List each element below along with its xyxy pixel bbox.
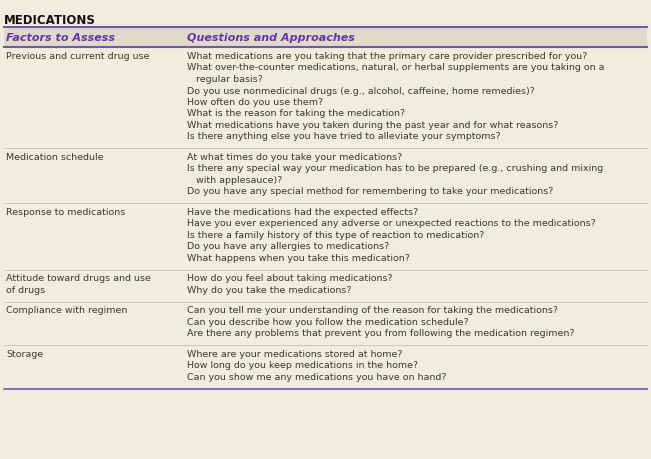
Text: Are there any problems that prevent you from following the medication regimen?: Are there any problems that prevent you … (187, 329, 574, 338)
Text: Do you have any special method for remembering to take your medications?: Do you have any special method for remem… (187, 187, 553, 196)
Text: Medication schedule: Medication schedule (6, 153, 104, 162)
Text: Can you tell me your understanding of the reason for taking the medications?: Can you tell me your understanding of th… (187, 306, 558, 315)
Text: Compliance with regimen: Compliance with regimen (6, 306, 128, 315)
Text: MEDICATIONS: MEDICATIONS (4, 14, 96, 27)
Text: What medications are you taking that the primary care provider prescribed for yo: What medications are you taking that the… (187, 52, 587, 61)
Text: What medications have you taken during the past year and for what reasons?: What medications have you taken during t… (187, 121, 559, 130)
Text: of drugs: of drugs (6, 285, 45, 294)
Text: Do you have any allergies to medications?: Do you have any allergies to medications… (187, 242, 389, 251)
Text: Is there a family history of this type of reaction to medication?: Is there a family history of this type o… (187, 230, 484, 240)
Text: Factors to Assess: Factors to Assess (6, 33, 115, 43)
Text: How do you feel about taking medications?: How do you feel about taking medications… (187, 274, 393, 283)
Text: Where are your medications stored at home?: Where are your medications stored at hom… (187, 349, 402, 358)
Text: What over-the-counter medications, natural, or herbal supplements are you taking: What over-the-counter medications, natur… (187, 63, 605, 73)
Text: Is there anything else you have tried to alleviate your symptoms?: Is there anything else you have tried to… (187, 132, 501, 141)
Text: What is the reason for taking the medication?: What is the reason for taking the medica… (187, 109, 405, 118)
Text: Have the medications had the expected effects?: Have the medications had the expected ef… (187, 207, 418, 217)
Text: Is there any special way your medication has to be prepared (e.g., crushing and : Is there any special way your medication… (187, 164, 603, 173)
Text: Why do you take the medications?: Why do you take the medications? (187, 285, 352, 294)
Text: Attitude toward drugs and use: Attitude toward drugs and use (6, 274, 151, 283)
Text: What happens when you take this medication?: What happens when you take this medicati… (187, 253, 410, 263)
Text: At what times do you take your medications?: At what times do you take your medicatio… (187, 153, 402, 162)
Text: Questions and Approaches: Questions and Approaches (187, 33, 355, 43)
Text: Response to medications: Response to medications (6, 207, 125, 217)
Text: Have you ever experienced any adverse or unexpected reactions to the medications: Have you ever experienced any adverse or… (187, 219, 596, 228)
Text: with applesauce)?: with applesauce)? (187, 176, 283, 185)
Bar (4, 28, 647, 48)
Text: How often do you use them?: How often do you use them? (187, 98, 323, 107)
Text: Do you use nonmedicinal drugs (e.g., alcohol, caffeine, home remedies)?: Do you use nonmedicinal drugs (e.g., alc… (187, 86, 535, 95)
Text: Storage: Storage (6, 349, 43, 358)
Text: How long do you keep medications in the home?: How long do you keep medications in the … (187, 361, 418, 369)
Text: Can you describe how you follow the medication schedule?: Can you describe how you follow the medi… (187, 317, 469, 326)
Text: regular basis?: regular basis? (187, 75, 263, 84)
Text: Previous and current drug use: Previous and current drug use (6, 52, 150, 61)
Text: Can you show me any medications you have on hand?: Can you show me any medications you have… (187, 372, 447, 381)
